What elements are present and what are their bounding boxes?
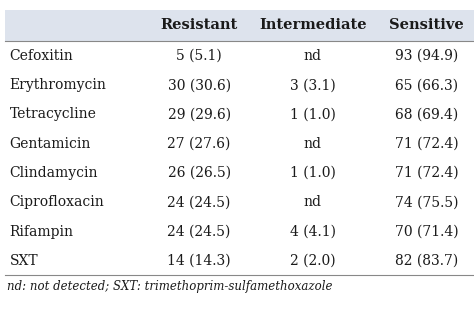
Text: Gentamicin: Gentamicin: [9, 137, 91, 151]
Text: 2 (2.0): 2 (2.0): [290, 254, 336, 268]
Text: 27 (27.6): 27 (27.6): [167, 137, 231, 151]
Text: nd: not detected; SXT: trimethoprim-sulfamethoxazole: nd: not detected; SXT: trimethoprim-sulf…: [7, 280, 333, 293]
Text: 26 (26.5): 26 (26.5): [167, 166, 231, 180]
Text: 29 (29.6): 29 (29.6): [167, 107, 231, 121]
Text: 93 (94.9): 93 (94.9): [395, 49, 458, 63]
Text: nd: nd: [304, 137, 322, 151]
Text: 82 (83.7): 82 (83.7): [395, 254, 458, 268]
Text: 14 (14.3): 14 (14.3): [167, 254, 231, 268]
Text: 1 (1.0): 1 (1.0): [290, 107, 336, 121]
Text: Erythromycin: Erythromycin: [9, 78, 106, 92]
Text: Rifampin: Rifampin: [9, 225, 73, 238]
Text: Sensitive: Sensitive: [389, 18, 464, 32]
Text: nd: nd: [304, 49, 322, 63]
Text: 4 (4.1): 4 (4.1): [290, 225, 336, 238]
Text: 24 (24.5): 24 (24.5): [167, 225, 231, 238]
Text: 24 (24.5): 24 (24.5): [167, 195, 231, 209]
Text: 71 (72.4): 71 (72.4): [395, 166, 458, 180]
Text: Intermediate: Intermediate: [259, 18, 367, 32]
Text: 1 (1.0): 1 (1.0): [290, 166, 336, 180]
Text: 68 (69.4): 68 (69.4): [395, 107, 458, 121]
Text: Tetracycline: Tetracycline: [9, 107, 96, 121]
Text: Cefoxitin: Cefoxitin: [9, 49, 73, 63]
Text: 74 (75.5): 74 (75.5): [395, 195, 458, 209]
Text: 30 (30.6): 30 (30.6): [167, 78, 231, 92]
Text: SXT: SXT: [9, 254, 38, 268]
Text: Clindamycin: Clindamycin: [9, 166, 98, 180]
Text: nd: nd: [304, 195, 322, 209]
Text: 65 (66.3): 65 (66.3): [395, 78, 458, 92]
Text: Resistant: Resistant: [161, 18, 237, 32]
Text: 71 (72.4): 71 (72.4): [395, 137, 458, 151]
Text: 5 (5.1): 5 (5.1): [176, 49, 222, 63]
Bar: [5, 10, 474, 41]
Text: 3 (3.1): 3 (3.1): [290, 78, 336, 92]
Text: 70 (71.4): 70 (71.4): [395, 225, 458, 238]
Text: Ciprofloxacin: Ciprofloxacin: [9, 195, 104, 209]
